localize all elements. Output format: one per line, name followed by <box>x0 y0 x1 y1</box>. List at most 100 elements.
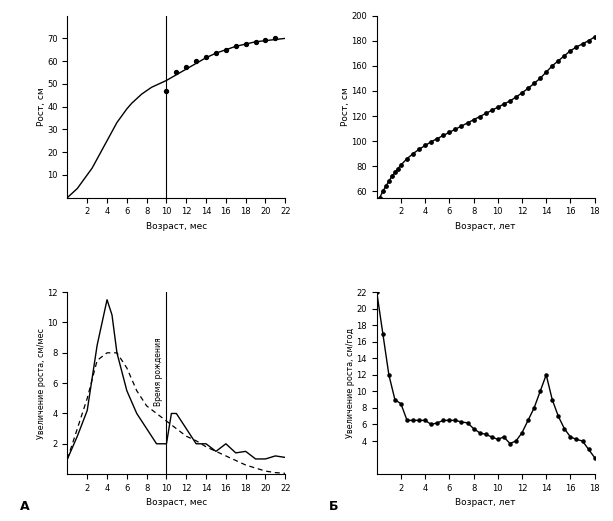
Point <box>451 416 460 425</box>
Point <box>505 439 515 448</box>
Point <box>547 395 557 404</box>
Point <box>396 400 406 408</box>
Point <box>487 433 497 441</box>
Point <box>261 36 270 44</box>
X-axis label: Возраст, лет: Возраст, лет <box>455 222 516 231</box>
Point <box>414 145 424 153</box>
Point <box>499 100 509 108</box>
Point <box>408 150 418 158</box>
Point <box>566 433 576 441</box>
Point <box>529 404 539 412</box>
Point <box>493 103 503 111</box>
Point <box>505 97 515 105</box>
Point <box>378 187 387 195</box>
Point <box>444 416 454 425</box>
Point <box>172 68 181 77</box>
Point <box>554 412 563 420</box>
Point <box>181 63 191 71</box>
Point <box>535 387 545 395</box>
Point <box>511 93 521 102</box>
Point <box>251 38 261 46</box>
Point <box>201 53 211 61</box>
Point <box>375 193 385 202</box>
Point <box>541 371 551 379</box>
Point <box>390 168 400 177</box>
Point <box>517 89 527 97</box>
Point <box>499 433 509 441</box>
Point <box>523 416 533 425</box>
Text: А: А <box>20 500 29 513</box>
Point <box>438 416 448 425</box>
Point <box>162 86 172 95</box>
Point <box>457 122 466 130</box>
Point <box>571 43 581 51</box>
Point <box>432 134 442 143</box>
X-axis label: Возраст, лет: Возраст, лет <box>455 499 516 507</box>
Point <box>378 329 387 338</box>
Point <box>566 46 576 55</box>
Point <box>577 437 587 445</box>
Text: Время рождения: Время рождения <box>154 338 164 406</box>
Point <box>438 131 448 140</box>
Point <box>241 40 251 48</box>
Point <box>474 429 484 437</box>
Y-axis label: Рост, см: Рост, см <box>37 87 46 126</box>
Point <box>535 74 545 82</box>
Point <box>571 435 581 443</box>
Point <box>577 40 587 48</box>
Point <box>469 425 479 433</box>
Point <box>517 429 527 437</box>
Point <box>529 79 539 88</box>
Point <box>560 52 569 60</box>
Point <box>481 109 490 118</box>
Point <box>402 416 412 425</box>
Y-axis label: Увеличение роста, см/год: Увеличение роста, см/год <box>346 328 355 438</box>
Point <box>444 128 454 137</box>
Point <box>432 419 442 427</box>
Point <box>463 119 473 127</box>
Point <box>547 61 557 70</box>
Y-axis label: Рост, см: Рост, см <box>341 87 350 126</box>
Point <box>421 141 430 150</box>
Point <box>270 34 280 43</box>
X-axis label: Возраст, мес: Возраст, мес <box>146 499 207 507</box>
Point <box>487 106 497 115</box>
Point <box>560 425 569 433</box>
Text: Б: Б <box>329 500 338 513</box>
Point <box>469 116 479 124</box>
Point <box>390 395 400 404</box>
Point <box>426 138 436 146</box>
Point <box>414 416 424 425</box>
Point <box>191 57 201 65</box>
Point <box>396 161 406 169</box>
Point <box>408 416 418 425</box>
Point <box>493 435 503 443</box>
Point <box>372 288 382 296</box>
Point <box>457 418 466 426</box>
Point <box>474 113 484 121</box>
Point <box>451 125 460 133</box>
Point <box>384 177 394 185</box>
Point <box>393 165 403 173</box>
Point <box>402 155 412 163</box>
Point <box>590 453 600 462</box>
Point <box>511 437 521 445</box>
Point <box>384 371 394 379</box>
Point <box>231 42 241 51</box>
Point <box>387 172 397 180</box>
Point <box>211 49 221 57</box>
Point <box>590 33 600 41</box>
Point <box>463 419 473 427</box>
Point <box>523 84 533 93</box>
Point <box>554 57 563 65</box>
Point <box>541 68 551 76</box>
Point <box>584 36 593 45</box>
X-axis label: Возраст, мес: Возраст, мес <box>146 222 207 231</box>
Y-axis label: Увеличение роста, см/мес: Увеличение роста, см/мес <box>37 328 46 439</box>
Point <box>426 420 436 429</box>
Point <box>381 182 390 191</box>
Point <box>221 45 230 54</box>
Point <box>421 416 430 425</box>
Point <box>481 430 490 439</box>
Point <box>584 445 593 453</box>
